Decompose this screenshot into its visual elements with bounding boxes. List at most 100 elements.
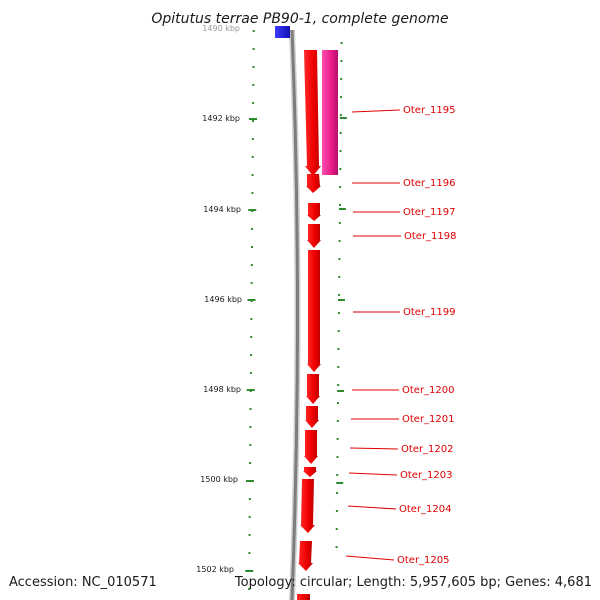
right-ruler-major-tick xyxy=(336,482,344,484)
left-ruler-major-tick xyxy=(245,570,254,572)
left-ruler-minor-tick xyxy=(252,120,254,122)
gene-oter-1205-arrow xyxy=(298,541,313,571)
gene-oter-1200-arrow xyxy=(306,374,320,404)
left-ruler-minor-tick xyxy=(251,174,254,176)
gene-oter-1199-arrow xyxy=(307,250,321,372)
right-ruler-minor-tick xyxy=(338,222,341,224)
upstream-feature-block xyxy=(275,26,290,38)
gene-labels: Oter_1195 Oter_1196 Oter_1197 Oter_1198 … xyxy=(397,105,457,566)
gene-label-oter-1201: Oter_1201 xyxy=(402,414,455,425)
gene-label-oter-1202: Oter_1202 xyxy=(401,444,454,455)
right-ruler-minor-tick xyxy=(337,348,340,350)
left-ruler-minor-tick xyxy=(249,408,252,410)
left-ruler-minor-tick xyxy=(252,30,255,32)
left-ruler-minor-tick xyxy=(248,498,251,500)
gene-oter-1198-arrow xyxy=(307,224,321,248)
left-ruler-major-tick xyxy=(249,118,258,120)
leader-oter-1205 xyxy=(345,555,395,561)
right-ruler-minor-tick xyxy=(338,240,341,242)
right-ruler-minor-tick xyxy=(339,186,342,188)
axis-label-1496: 1496 kbp xyxy=(204,295,242,304)
left-ruler-minor-tick xyxy=(252,102,255,104)
gene-label-oter-1203: Oter_1203 xyxy=(400,470,453,481)
leader-oter-1204 xyxy=(347,505,397,510)
gene-label-oter-1204: Oter_1204 xyxy=(399,504,452,515)
right-ruler-minor-tick xyxy=(336,492,339,494)
gene-label-oter-1198: Oter_1198 xyxy=(404,231,457,242)
left-ruler-major-tick xyxy=(246,480,254,482)
right-ruler-major-tick xyxy=(338,299,346,301)
right-ruler-minor-tick xyxy=(336,456,339,458)
right-ruler-major-tick xyxy=(337,390,345,392)
left-ruler-minor-tick xyxy=(248,588,251,590)
right-ruler-minor-tick xyxy=(338,258,341,260)
leader-oter-1195 xyxy=(351,109,401,113)
left-ruler-minor-tick xyxy=(251,192,254,194)
gene-oter-1201-arrow xyxy=(305,406,319,428)
right-ruler-minor-tick xyxy=(339,168,342,170)
right-ruler-major-tick xyxy=(339,117,347,119)
topology-text: Topology: circular; Length: 5,957,605 bp… xyxy=(234,575,592,590)
right-ruler-minor-tick xyxy=(340,78,343,80)
right-ruler-minor-tick xyxy=(338,276,341,278)
gene-label-oter-1197: Oter_1197 xyxy=(403,207,456,218)
left-ruler-minor-tick xyxy=(251,156,254,158)
right-ruler-minor-tick xyxy=(336,438,339,440)
right-ruler-minor-tick xyxy=(336,474,339,476)
label-leader-lines xyxy=(345,109,401,561)
left-ruler-minor-tick xyxy=(248,516,251,518)
gene-oter-1195-arrow xyxy=(304,50,321,176)
right-ruler-minor-tick xyxy=(337,312,340,314)
leader-oter-1202 xyxy=(349,447,399,450)
left-ruler-minor-tick xyxy=(249,372,252,374)
right-ruler-minor-tick xyxy=(335,528,338,530)
left-ruler-minor-tick xyxy=(252,48,255,50)
gene-label-oter-1200: Oter_1200 xyxy=(402,385,455,396)
left-ruler-minor-tick xyxy=(248,534,251,536)
gene-next-block xyxy=(297,594,310,600)
left-ruler-minor-tick xyxy=(249,444,252,446)
right-ruler-minor-tick xyxy=(339,114,342,116)
right-ruler-minor-tick xyxy=(340,42,343,44)
axis-label-1492: 1492 kbp xyxy=(202,114,240,123)
gene-oter-1196-arrow xyxy=(306,174,321,193)
axis-label-1494: 1494 kbp xyxy=(203,205,241,214)
gene-oter-1195-reverse-block xyxy=(322,50,338,175)
gene-label-oter-1199: Oter_1199 xyxy=(403,307,456,318)
right-ruler xyxy=(335,42,347,548)
gene-oter-1197-arrow xyxy=(307,203,321,221)
right-ruler-major-tick xyxy=(338,208,346,210)
left-ruler xyxy=(245,30,258,590)
right-ruler-minor-tick xyxy=(340,96,343,98)
right-ruler-minor-tick xyxy=(337,330,340,332)
gene-label-oter-1195: Oter_1195 xyxy=(403,105,456,116)
left-ruler-minor-tick xyxy=(250,264,253,266)
leader-oter-1203 xyxy=(348,472,398,476)
gene-label-oter-1196: Oter_1196 xyxy=(403,178,456,189)
left-ruler-minor-tick xyxy=(252,84,255,86)
left-ruler-minor-tick xyxy=(252,66,255,68)
right-ruler-minor-tick xyxy=(336,402,339,404)
gene-oter-1202-arrow xyxy=(304,430,318,464)
right-ruler-minor-tick xyxy=(338,204,341,206)
right-ruler-minor-tick xyxy=(335,510,338,512)
left-ruler-minor-tick xyxy=(250,354,253,356)
right-ruler-minor-tick xyxy=(339,132,342,134)
axis-label-1490: 1490 kbp xyxy=(202,24,240,33)
right-ruler-minor-tick xyxy=(338,294,341,296)
map-title: Opitutus terrae PB90-1, complete genome xyxy=(151,11,448,27)
left-ruler-minor-tick xyxy=(251,228,254,230)
left-ruler-minor-tick xyxy=(250,282,253,284)
left-axis-labels: 1492 kbp 1494 kbp 1496 kbp 1498 kbp 1500… xyxy=(196,114,242,574)
left-ruler-major-tick xyxy=(247,299,256,301)
gene-oter-1204-arrow xyxy=(300,479,315,533)
left-ruler-minor-tick xyxy=(248,552,251,554)
genome-backbone-line xyxy=(290,29,299,600)
right-ruler-minor-tick xyxy=(336,420,339,422)
axis-label-1498: 1498 kbp xyxy=(203,385,241,394)
left-ruler-major-tick xyxy=(248,209,257,211)
left-ruler-minor-tick xyxy=(249,462,252,464)
left-ruler-minor-tick xyxy=(250,336,253,338)
left-ruler-minor-tick xyxy=(251,138,254,140)
